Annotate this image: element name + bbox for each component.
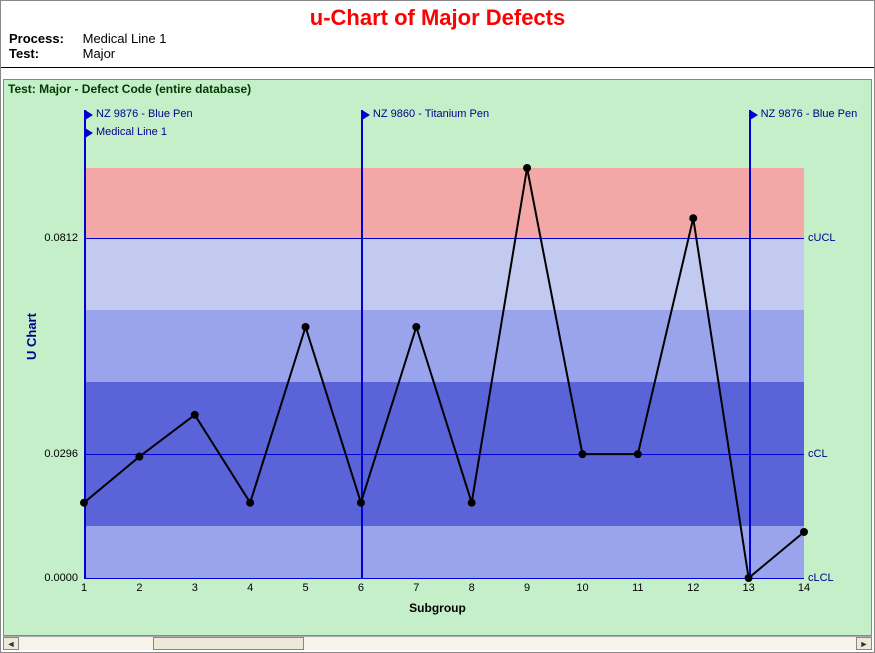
test-value: Major <box>83 46 116 61</box>
scroll-right-button[interactable]: ► <box>856 637 872 650</box>
x-tick-label: 11 <box>632 578 643 594</box>
window-frame: u-Chart of Major Defects Process: Medica… <box>0 0 875 653</box>
process-label: Process: <box>9 31 79 46</box>
chart-subtitle: Test: Major - Defect Code (entire databa… <box>8 82 251 96</box>
y-tick-label: 0.0296 <box>44 448 84 460</box>
x-tick-label: 5 <box>302 578 308 594</box>
y-tick-label: 0.0000 <box>44 572 84 584</box>
header: u-Chart of Major Defects Process: Medica… <box>1 1 874 68</box>
x-tick-label: 14 <box>798 578 810 594</box>
data-point <box>745 574 753 582</box>
cl-label: cCL <box>804 448 828 460</box>
process-value: Medical Line 1 <box>83 31 167 46</box>
data-point <box>523 164 531 172</box>
meta-test: Test: Major <box>9 46 866 61</box>
x-tick-label: 2 <box>136 578 142 594</box>
meta-process: Process: Medical Line 1 <box>9 31 866 46</box>
scroll-track[interactable] <box>19 637 856 650</box>
data-point <box>246 499 254 507</box>
annotation-label: NZ 9876 - Blue Pen <box>761 108 858 120</box>
scroll-thumb[interactable] <box>153 637 304 650</box>
chart-area: Test: Major - Defect Code (entire databa… <box>3 79 872 636</box>
scroll-left-button[interactable]: ◄ <box>3 637 19 650</box>
x-tick-label: 1 <box>81 578 87 594</box>
horizontal-scrollbar[interactable]: ◄ ► <box>3 636 872 650</box>
x-tick-label: 12 <box>687 578 699 594</box>
data-point <box>80 499 88 507</box>
x-tick-label: 3 <box>192 578 198 594</box>
data-point <box>800 528 808 536</box>
data-point <box>357 499 365 507</box>
plot-region: cUCLcCLcLCL0.00000.02960.081212345678910… <box>84 168 804 578</box>
x-tick-label: 9 <box>524 578 530 594</box>
data-point <box>578 450 586 458</box>
ucl-label: cUCL <box>804 232 836 244</box>
data-point <box>634 450 642 458</box>
x-tick-label: 4 <box>247 578 253 594</box>
x-tick-label: 7 <box>413 578 419 594</box>
x-axis-title: Subgroup <box>409 601 466 615</box>
data-point <box>412 323 420 331</box>
annotation-label: NZ 9876 - Blue Pen <box>96 108 193 120</box>
test-label: Test: <box>9 46 79 61</box>
data-point <box>468 499 476 507</box>
data-series <box>84 168 804 578</box>
x-tick-label: 6 <box>358 578 364 594</box>
data-point <box>302 323 310 331</box>
x-tick-label: 10 <box>576 578 588 594</box>
data-point <box>689 214 697 222</box>
x-tick-label: 8 <box>469 578 475 594</box>
data-point <box>191 411 199 419</box>
y-axis-title: U Chart <box>24 313 39 360</box>
chart-title: u-Chart of Major Defects <box>9 5 866 31</box>
y-tick-label: 0.0812 <box>44 232 84 244</box>
annotation-label: Medical Line 1 <box>96 126 167 138</box>
data-point <box>135 453 143 461</box>
annotation-label: NZ 9860 - Titanium Pen <box>373 108 489 120</box>
